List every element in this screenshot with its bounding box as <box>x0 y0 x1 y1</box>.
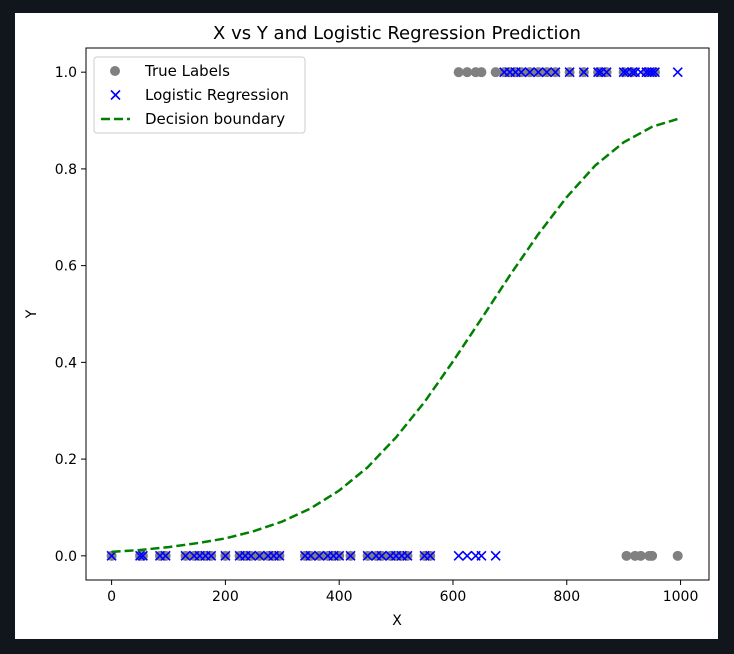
prediction-point <box>334 550 345 561</box>
true-label-point <box>647 550 658 561</box>
chart-svg: X vs Y and Logistic Regression Predictio… <box>24 23 710 629</box>
prediction-point <box>601 67 612 78</box>
x-tick-label: 400 <box>326 589 353 605</box>
y-tick-label: 0.8 <box>55 162 77 178</box>
true-label-point <box>490 67 501 78</box>
prediction-point <box>592 67 604 78</box>
x-tick-label: 800 <box>553 589 580 605</box>
prediction-point <box>160 550 171 561</box>
chart-figure: X vs Y and Logistic Regression Predictio… <box>15 13 718 639</box>
y-tick-label: 0.4 <box>55 355 77 371</box>
x-tick-label: 0 <box>107 589 116 605</box>
y-axis-label: Y <box>24 309 40 319</box>
prediction-point <box>314 550 325 561</box>
prediction-point <box>376 550 387 561</box>
true-label-point <box>453 67 464 78</box>
legend-label-true-labels: True Labels <box>144 62 230 80</box>
prediction-point <box>245 550 257 561</box>
x-axis-label: X <box>392 613 402 629</box>
y-tick-label: 0.6 <box>55 259 77 275</box>
prediction-point <box>647 67 658 78</box>
prediction-point <box>564 67 575 78</box>
plot-frame <box>85 47 710 581</box>
true-label-point <box>476 67 487 78</box>
prediction-point <box>305 550 316 561</box>
true-label-point <box>462 67 473 78</box>
prediction-point <box>274 550 285 561</box>
prediction-point <box>180 550 191 561</box>
y-tick-label: 0.2 <box>55 452 77 468</box>
prediction-point <box>541 67 552 78</box>
prediction-point <box>462 550 473 561</box>
legend-label-decision-boundary: Decision boundary <box>145 110 285 128</box>
y-tick-label: 0.0 <box>55 549 77 565</box>
prediction-point <box>550 67 561 78</box>
x-tick-label: 200 <box>212 589 239 605</box>
prediction-point <box>476 550 487 561</box>
true-label-point <box>635 550 646 561</box>
legend-marker-logistic-regression <box>110 89 121 101</box>
prediction-point <box>134 550 146 561</box>
prediction-point <box>254 550 265 561</box>
legend-frame <box>93 56 306 134</box>
true-label-point <box>672 550 683 561</box>
y-tick-label: 1.0 <box>55 65 77 81</box>
prediction-point <box>618 67 629 78</box>
prediction-point <box>516 67 527 78</box>
prediction-point <box>578 67 589 78</box>
prediction-point <box>345 550 356 561</box>
x-tick-label: 600 <box>440 589 467 605</box>
prediction-point <box>220 550 231 561</box>
chart-title: X vs Y and Logistic Regression Predictio… <box>213 23 581 44</box>
prediction-point <box>533 67 544 78</box>
prediction-point <box>627 67 638 78</box>
legend: True Labels Logistic Regression Decision… <box>93 56 306 134</box>
legend-marker-true-labels <box>110 66 120 76</box>
true-label-point <box>621 550 632 561</box>
decision-boundary-line <box>111 116 681 554</box>
prediction-point <box>137 550 148 561</box>
prediction-point <box>402 550 413 561</box>
prediction-point <box>206 550 217 561</box>
prediction-point <box>453 550 464 561</box>
prediction-point <box>649 67 661 78</box>
legend-label-logistic-regression: Logistic Regression <box>145 86 289 104</box>
prediction-point <box>672 67 683 78</box>
prediction-point <box>490 550 501 561</box>
x-tick-label: 1000 <box>663 589 699 605</box>
prediction-point <box>425 550 436 561</box>
prediction-point <box>524 67 535 78</box>
prediction-point <box>362 550 373 561</box>
